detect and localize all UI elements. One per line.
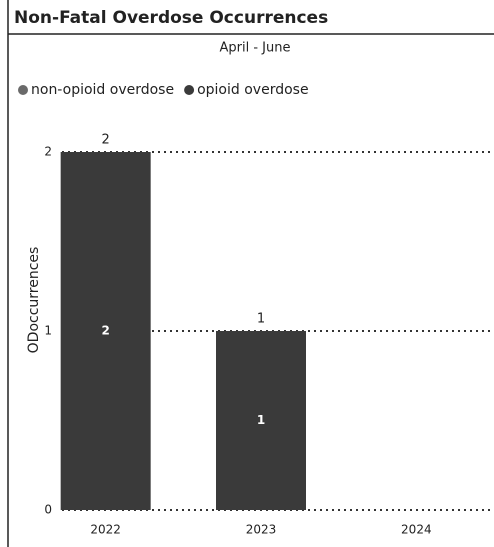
legend-marker — [18, 85, 28, 95]
total-label: 1 — [257, 312, 265, 327]
y-axis-label: ODoccurrences — [26, 247, 42, 354]
y-tick-label: 1 — [44, 324, 52, 338]
y-tick-label: 0 — [44, 503, 52, 517]
total-label: 2 — [102, 133, 110, 148]
y-tick-label: 2 — [44, 145, 52, 159]
legend-label: non-opioid overdose — [31, 82, 174, 98]
legend-marker — [184, 85, 195, 95]
segment-label: 1 — [257, 413, 265, 427]
bar-segment — [60, 152, 151, 510]
x-tick-label: 2022 — [90, 523, 121, 537]
legend-label: opioid overdose — [197, 82, 308, 98]
chart-subtitle: April - June — [220, 41, 291, 56]
chart-title: Non-Fatal Overdose Occurrences — [14, 8, 328, 28]
x-tick-label: 2024 — [401, 523, 432, 537]
segment-label: 2 — [101, 324, 109, 338]
x-tick-label: 2023 — [246, 523, 277, 537]
bar-segment — [216, 331, 306, 510]
